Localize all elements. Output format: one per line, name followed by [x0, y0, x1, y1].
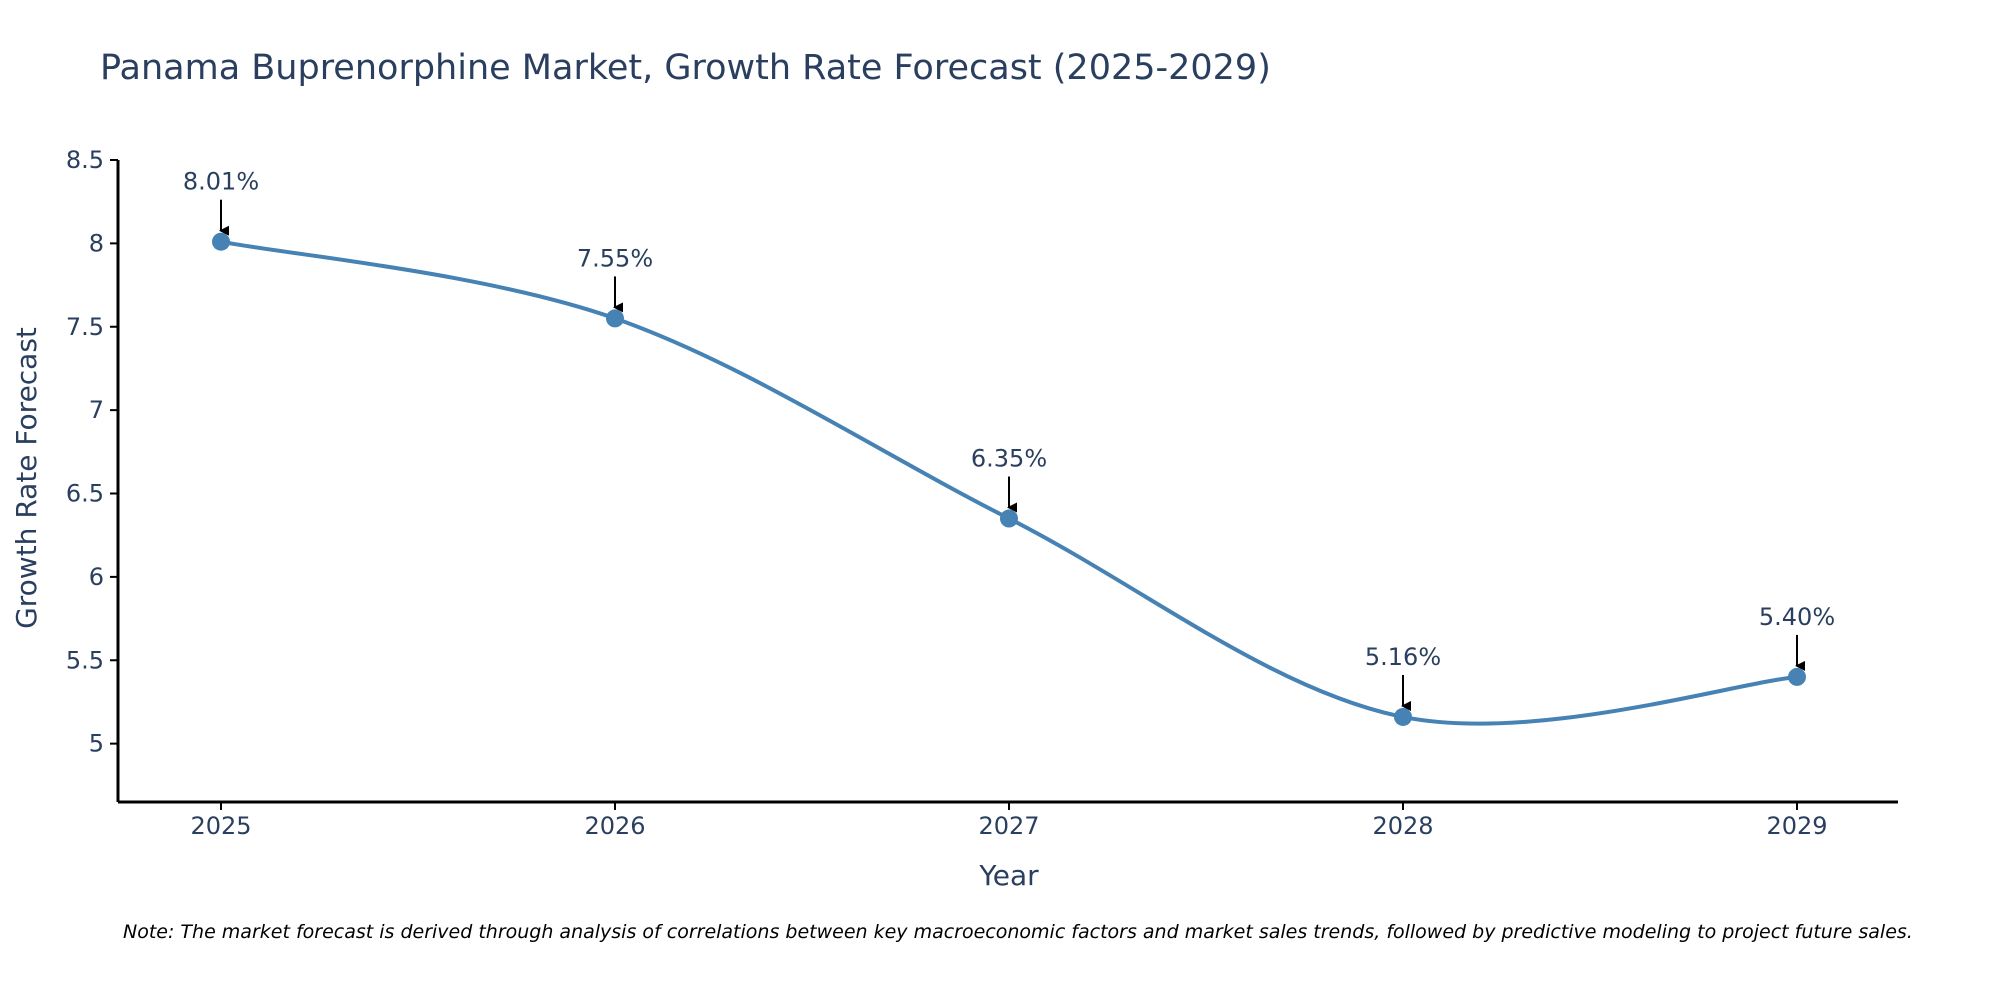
y-tick-label: 6 — [89, 563, 104, 591]
data-point — [606, 309, 624, 328]
data-points — [212, 232, 1806, 726]
x-tick-label: 2027 — [978, 812, 1039, 840]
x-tick-label: 2029 — [1766, 812, 1827, 840]
data-point — [1788, 667, 1806, 686]
data-label: 7.55% — [577, 244, 653, 272]
y-tick-label: 5.5 — [66, 646, 104, 674]
x-tick-label: 2026 — [584, 812, 645, 840]
y-axis-ticks: 8.5 8 7.5 7 6.5 6 5.5 5 — [66, 146, 118, 758]
footnote: Note: The market forecast is derived thr… — [123, 921, 1913, 943]
data-annotations: 8.01% 7.55% 6.35% 5.16% 5.40% — [183, 168, 1835, 711]
data-label: 8.01% — [183, 168, 259, 196]
data-label: 5.40% — [1759, 603, 1835, 631]
x-tick-label: 2028 — [1372, 812, 1433, 840]
y-tick-label: 7.5 — [66, 313, 104, 341]
chart-title: Panama Buprenorphine Market, Growth Rate… — [100, 48, 1271, 88]
data-point — [1394, 707, 1412, 726]
y-tick-label: 6.5 — [66, 480, 104, 508]
x-axis-ticks: 2025 2026 2027 2028 2029 — [190, 802, 1828, 840]
y-tick-label: 5 — [89, 730, 104, 758]
data-label: 5.16% — [1365, 643, 1441, 671]
y-tick-label: 7 — [89, 396, 104, 424]
data-point — [212, 232, 230, 251]
y-tick-label: 8.5 — [66, 146, 104, 174]
y-tick-label: 8 — [89, 229, 104, 257]
y-axis-title: Growth Rate Forecast — [10, 327, 43, 629]
data-label: 6.35% — [971, 445, 1047, 473]
x-axis-title: Year — [978, 859, 1039, 892]
x-tick-label: 2025 — [190, 812, 251, 840]
data-point — [1000, 509, 1018, 528]
